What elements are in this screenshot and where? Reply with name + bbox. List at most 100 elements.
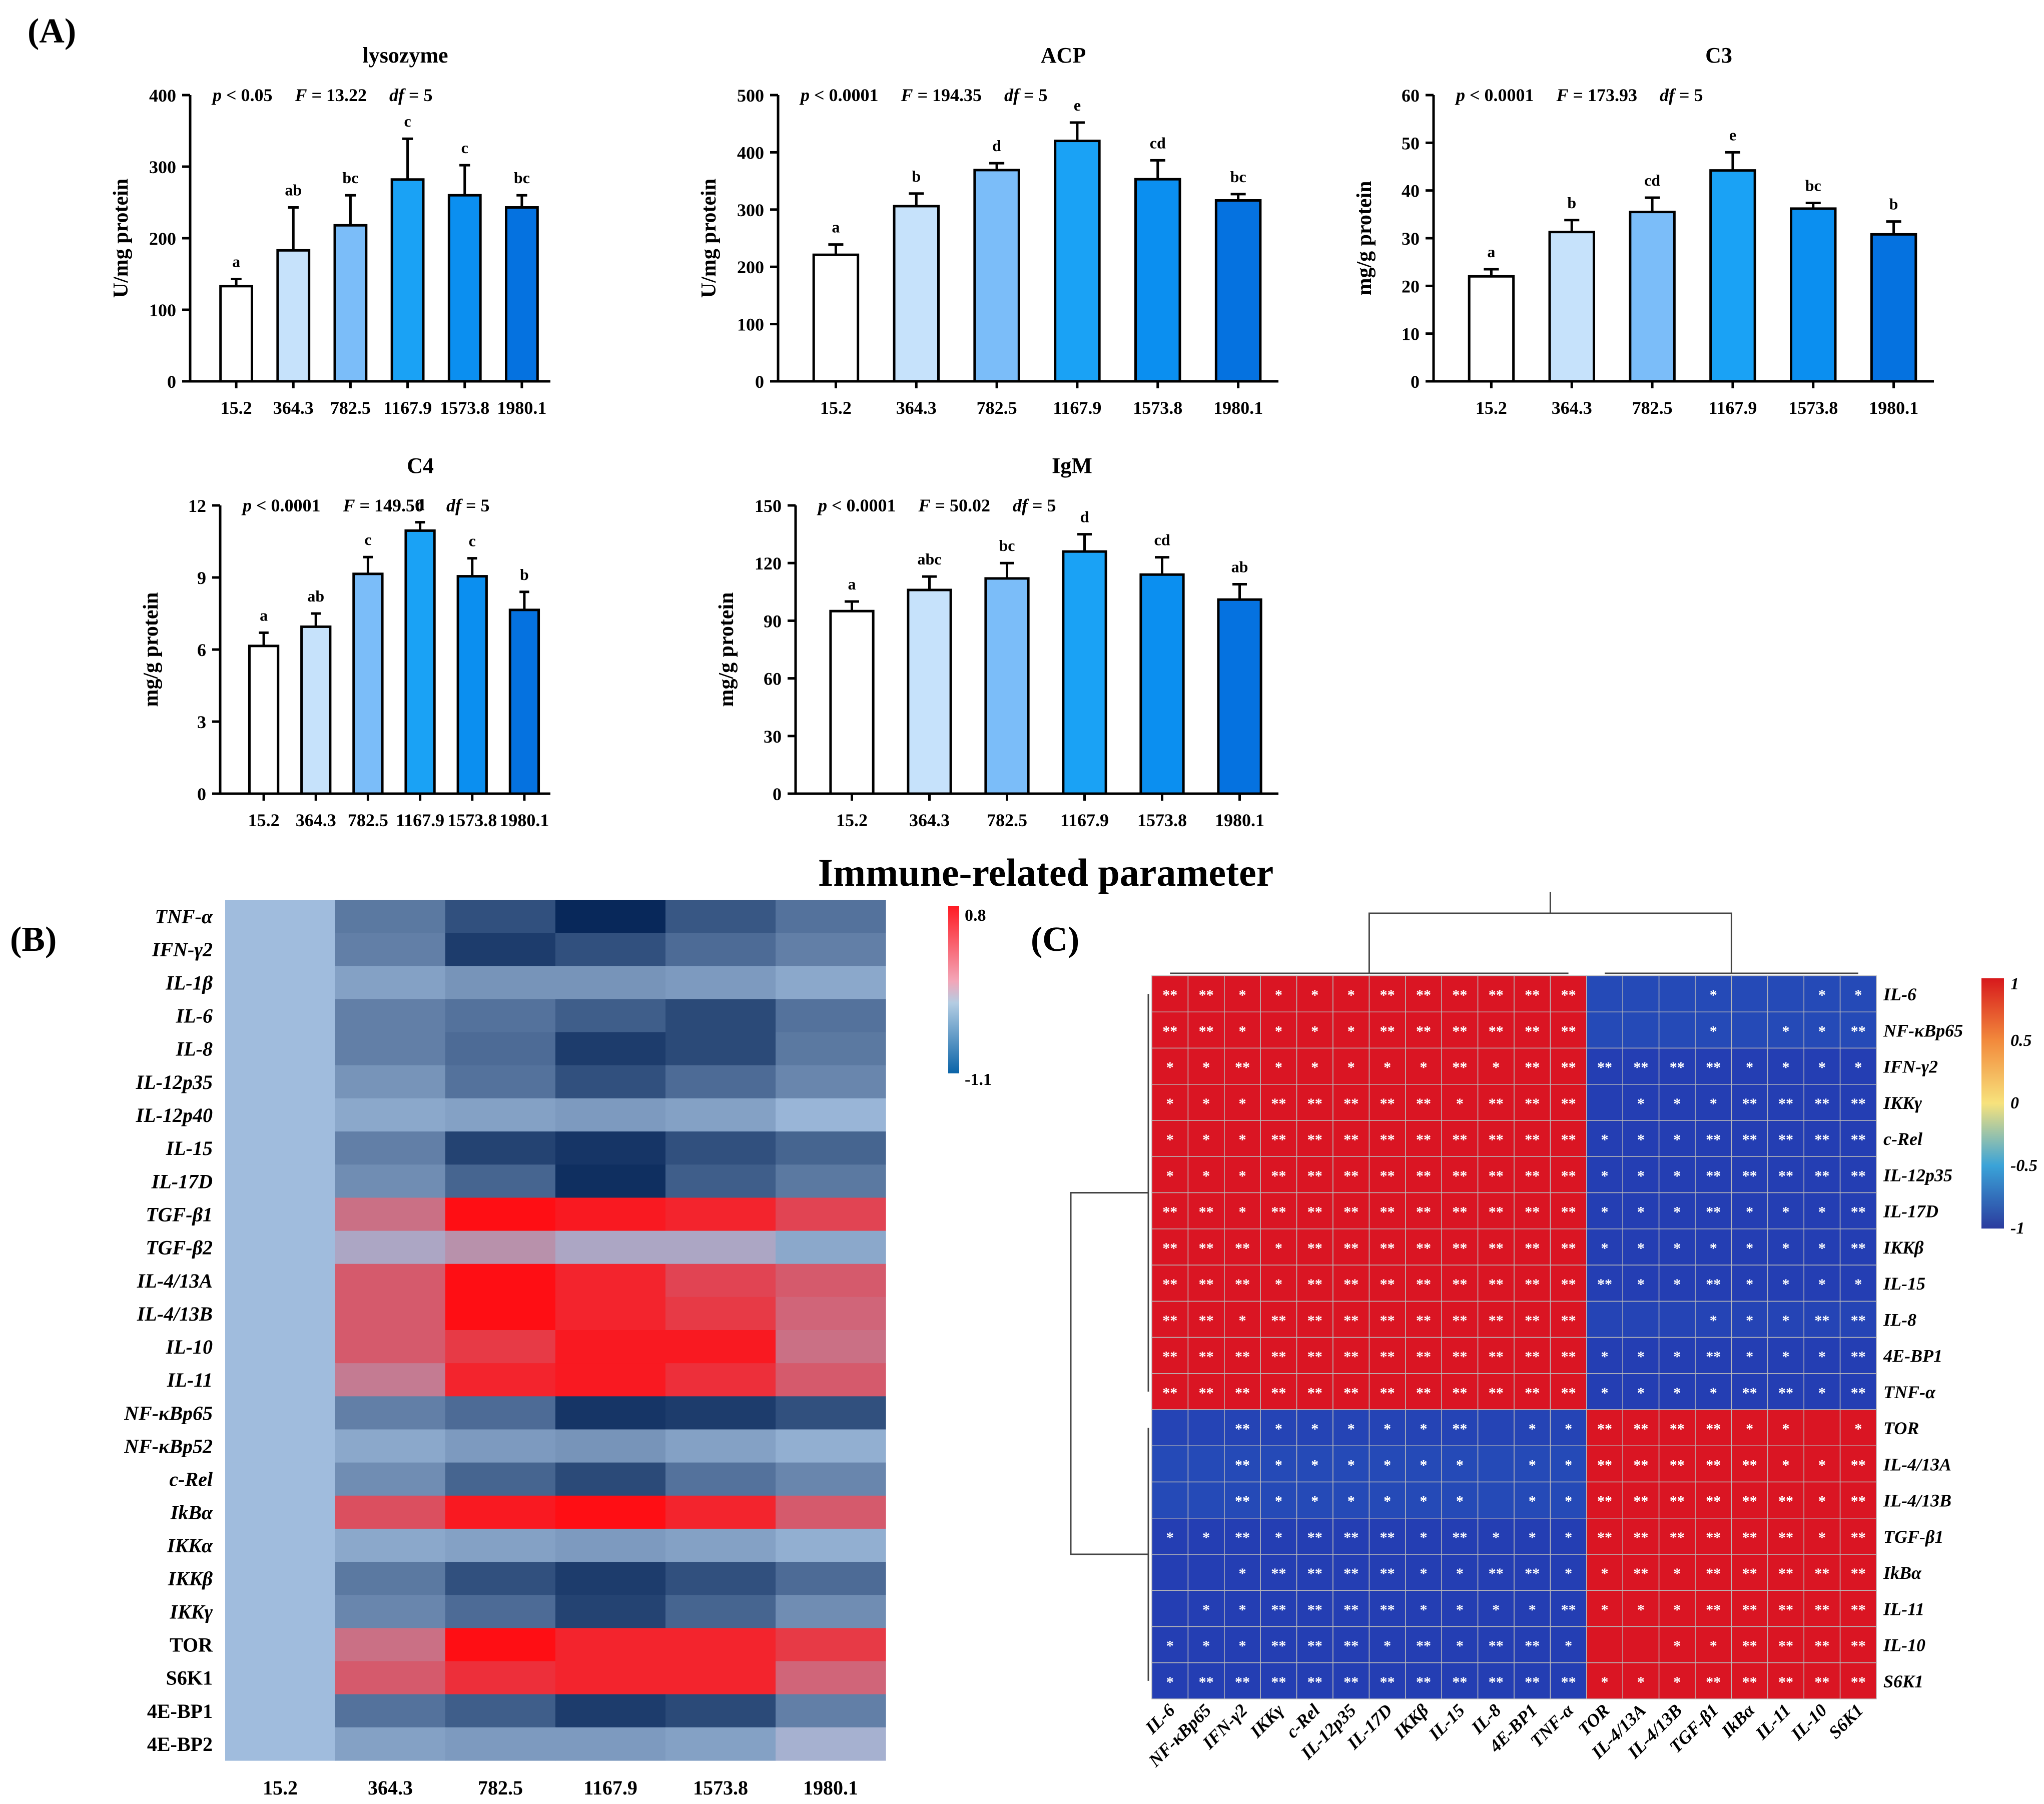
heatmap-b-cell <box>555 1065 666 1099</box>
heatmap-c-significance: * <box>1456 1565 1464 1582</box>
bar <box>1790 207 1837 383</box>
heatmap-c-significance: ** <box>1452 1276 1467 1293</box>
heatmap-c-colorbar-tick: 0.5 <box>2010 1031 2032 1050</box>
heatmap-c-significance: ** <box>1380 1131 1395 1148</box>
heatmap-b-cell <box>225 999 336 1033</box>
heatmap-c-significance: * <box>1456 1493 1464 1510</box>
heatmap-c-significance: ** <box>1525 1565 1540 1582</box>
heatmap-c-cell <box>1658 1662 1696 1699</box>
bar <box>1054 140 1101 383</box>
heatmap-c-cell <box>1477 1409 1515 1446</box>
heatmap-b-cell <box>776 933 886 966</box>
bar <box>1629 211 1676 383</box>
significance-letter: c <box>364 530 371 548</box>
heatmap-c-cell <box>1151 1229 1189 1266</box>
heatmap-c-cell <box>1803 1481 1841 1519</box>
heatmap-b-row-label: IL-12p35 <box>136 1071 213 1093</box>
heatmap-c-cell <box>1405 1626 1442 1663</box>
heatmap-c-significance: * <box>1202 1601 1210 1618</box>
heatmap-c-cell <box>1586 1481 1623 1519</box>
heatmap-c-significance: * <box>1746 1240 1753 1257</box>
heatmap-b-cell <box>335 1495 446 1529</box>
heatmap-c-significance: * <box>1854 1059 1862 1076</box>
heatmap-c-significance: ** <box>1307 1565 1322 1582</box>
heatmap-c-cell <box>1550 1337 1587 1374</box>
x-tick-label: 364.3 <box>909 810 950 830</box>
heatmap-c-significance: * <box>1565 1638 1572 1654</box>
heatmap-c-cell <box>1441 1084 1479 1121</box>
heatmap-c-significance: * <box>1710 1638 1717 1654</box>
significance-letter: bc <box>1230 168 1246 186</box>
heatmap-c-significance: * <box>1275 1059 1282 1076</box>
heatmap-b-cell <box>445 1727 556 1761</box>
heatmap-c-cell <box>1514 1084 1551 1121</box>
heatmap-c-cell <box>1369 1047 1406 1085</box>
heatmap-c-cell <box>1332 1445 1370 1483</box>
heatmap-c-cell <box>1695 1409 1732 1446</box>
heatmap-b-cell <box>665 1462 776 1496</box>
heatmap-c-significance: * <box>1637 1385 1645 1401</box>
heatmap-b-cell <box>445 1065 556 1099</box>
heatmap-c-significance: * <box>1239 987 1246 1003</box>
heatmap-c-cell <box>1586 1337 1623 1374</box>
heatmap-c-colorbar-tick: -0.5 <box>2010 1156 2037 1175</box>
heatmap-c-significance: * <box>1166 1674 1174 1690</box>
heatmap-c-significance: * <box>1456 1601 1464 1618</box>
heatmap-c-significance: ** <box>1343 1131 1358 1148</box>
heatmap-c-cell <box>1839 1156 1877 1193</box>
heatmap-c-cell <box>1224 1265 1261 1302</box>
heatmap-c-cell <box>1151 1554 1189 1591</box>
significance-letter: e <box>1074 96 1081 114</box>
heatmap-c-significance: ** <box>1380 1349 1395 1365</box>
heatmap-c-cell <box>1658 975 1696 1012</box>
heatmap-b-row-label: IKKγ <box>169 1600 213 1623</box>
heatmap-c-significance: ** <box>1706 1421 1721 1437</box>
heatmap-c-cell <box>1151 1481 1189 1519</box>
heatmap-c-cell <box>1151 1409 1189 1446</box>
heatmap-c-cell <box>1767 1554 1804 1591</box>
heatmap-c-significance: * <box>1420 1059 1428 1076</box>
heatmap-c-cell <box>1695 1084 1732 1121</box>
heatmap-b-cell <box>665 1297 776 1331</box>
heatmap-c-significance: * <box>1854 987 1862 1003</box>
heatmap-c-row-label: IL-4/13A <box>1883 1454 1951 1474</box>
heatmap-c-significance: * <box>1239 1204 1246 1221</box>
y-tick-label: 30 <box>1402 229 1420 249</box>
heatmap-b-row-label: IL-1β <box>165 971 213 994</box>
heatmap-c-cell <box>1369 1554 1406 1591</box>
x-tick-label: 1573.8 <box>1788 398 1838 418</box>
heatmap-c-significance: * <box>1601 1204 1609 1221</box>
x-tick-label: 1167.9 <box>383 398 432 418</box>
chart-title: C4 <box>407 453 434 478</box>
heatmap-c-cell <box>1586 975 1623 1012</box>
heatmap-c-significance: * <box>1275 1276 1282 1293</box>
heatmap-b-cell <box>225 1264 336 1298</box>
heatmap-c-significance: ** <box>1851 1565 1866 1582</box>
heatmap-c-cell <box>1260 1626 1297 1663</box>
chart-title: ACP <box>1041 43 1086 68</box>
chart-stats: p < 0.0001 F = 50.02 df = 5 <box>817 495 1056 515</box>
significance-letter: a <box>232 253 240 271</box>
heatmap-c-significance: * <box>1347 1059 1355 1076</box>
heatmap-c-significance: ** <box>1597 1421 1612 1437</box>
heatmap-c-significance: * <box>1239 1638 1246 1654</box>
heatmap-b-cell <box>335 1131 446 1165</box>
heatmap-c-row-label: IL-4/13B <box>1883 1491 1951 1511</box>
heatmap-c-cell <box>1187 1445 1225 1483</box>
heatmap-c-cell <box>1151 1192 1189 1230</box>
heatmap-c-significance: ** <box>1814 1674 1829 1690</box>
heatmap-c-cell <box>1369 1590 1406 1627</box>
heatmap-b-row-label: IL-11 <box>167 1369 213 1391</box>
heatmap-c-significance: ** <box>1597 1276 1612 1293</box>
heatmap-c-cell <box>1187 1373 1225 1410</box>
heatmap-c-cell <box>1767 1120 1804 1157</box>
heatmap-c-cell <box>1622 1156 1660 1193</box>
heatmap-c-cell <box>1622 1373 1660 1410</box>
y-tick-label: 0 <box>755 372 764 392</box>
heatmap-b-cell <box>665 900 776 933</box>
heatmap-c-cell <box>1441 1156 1479 1193</box>
heatmap-c-significance: ** <box>1525 1059 1540 1076</box>
heatmap-c-significance: ** <box>1271 1095 1286 1112</box>
heatmap-b-cell <box>335 1363 446 1397</box>
heatmap-c-significance: ** <box>1670 1493 1685 1510</box>
